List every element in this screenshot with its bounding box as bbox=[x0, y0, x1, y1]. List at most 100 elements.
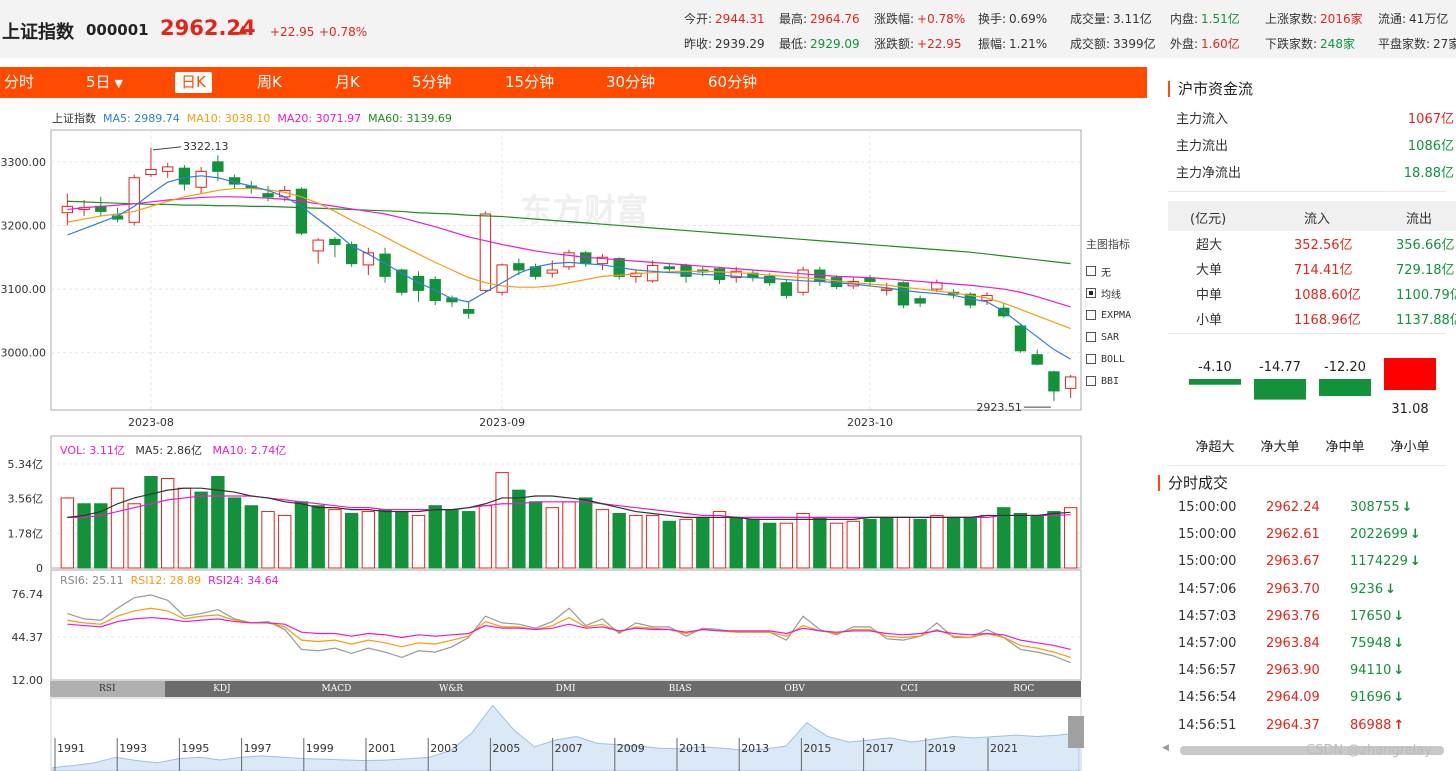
checkbox[interactable] bbox=[1086, 310, 1096, 320]
candle[interactable] bbox=[496, 263, 508, 296]
indicator-option[interactable]: 无 bbox=[1086, 260, 1146, 282]
volume-bar[interactable] bbox=[495, 472, 509, 569]
volume-bar[interactable] bbox=[411, 514, 426, 569]
volume-bar[interactable] bbox=[863, 518, 877, 569]
scroll-left-icon[interactable]: ◀ bbox=[1162, 743, 1169, 753]
candle[interactable] bbox=[312, 238, 324, 264]
volume-bar[interactable] bbox=[361, 511, 376, 569]
candle[interactable] bbox=[162, 163, 174, 178]
volume-bar[interactable] bbox=[177, 487, 192, 569]
volume-bar[interactable] bbox=[813, 516, 827, 569]
checkbox[interactable] bbox=[1086, 332, 1096, 342]
volume-bar[interactable] bbox=[378, 509, 392, 569]
period-tab[interactable]: 日K bbox=[175, 72, 212, 93]
volume-bar[interactable] bbox=[261, 511, 275, 569]
indicator-option[interactable]: 均线 bbox=[1086, 282, 1146, 304]
candle[interactable] bbox=[563, 249, 575, 270]
indicator-option[interactable]: SAR bbox=[1086, 326, 1146, 348]
candle[interactable] bbox=[1064, 375, 1077, 398]
candle[interactable] bbox=[780, 279, 793, 299]
volume-bar[interactable] bbox=[880, 516, 894, 569]
candle[interactable] bbox=[596, 254, 609, 270]
candle[interactable] bbox=[897, 281, 910, 309]
volume-bar[interactable] bbox=[712, 511, 727, 569]
indicator-tab[interactable]: MACD bbox=[321, 684, 352, 694]
candle[interactable] bbox=[295, 187, 308, 235]
volume-bar[interactable] bbox=[127, 503, 141, 569]
horizontal-scrollbar[interactable] bbox=[1180, 746, 1444, 755]
volume-bar[interactable] bbox=[846, 520, 860, 569]
volume-bar[interactable] bbox=[211, 476, 225, 569]
candle[interactable] bbox=[479, 211, 492, 293]
volume-bar[interactable] bbox=[344, 513, 359, 569]
volume-bar[interactable] bbox=[612, 513, 626, 569]
period-tab[interactable]: 月K bbox=[335, 73, 360, 91]
candle[interactable] bbox=[362, 247, 375, 276]
volume-bar[interactable] bbox=[746, 518, 760, 569]
indicator-tab[interactable]: BIAS bbox=[668, 684, 692, 694]
candle[interactable] bbox=[195, 166, 207, 194]
volume-bar[interactable] bbox=[629, 514, 643, 569]
volume-bar[interactable] bbox=[144, 476, 158, 569]
navigator-handle[interactable] bbox=[1068, 716, 1084, 748]
volume-bar[interactable] bbox=[461, 511, 476, 569]
period-tab[interactable]: 15分钟 bbox=[505, 73, 555, 91]
volume-bar[interactable] bbox=[110, 487, 125, 569]
candle[interactable] bbox=[1048, 370, 1060, 402]
volume-bar[interactable] bbox=[896, 516, 911, 569]
volume-bar[interactable] bbox=[1030, 514, 1044, 569]
indicator-option[interactable]: BOLL bbox=[1086, 348, 1146, 370]
period-tab[interactable]: 5分钟 bbox=[412, 73, 452, 91]
checkbox[interactable] bbox=[1086, 288, 1096, 298]
indicator-tab[interactable]: DMI bbox=[555, 684, 576, 694]
volume-bar[interactable] bbox=[796, 513, 810, 569]
candle[interactable] bbox=[128, 174, 140, 226]
volume-bar[interactable] bbox=[227, 497, 242, 569]
volume-bar[interactable] bbox=[562, 501, 576, 569]
candle[interactable] bbox=[145, 147, 157, 178]
period-tab[interactable]: 分时 bbox=[4, 73, 35, 91]
volume-bar[interactable] bbox=[946, 516, 961, 569]
volume-bar[interactable] bbox=[428, 505, 442, 569]
volume-bar[interactable] bbox=[94, 503, 108, 569]
indicator-tab[interactable]: ROC bbox=[1013, 684, 1035, 694]
checkbox[interactable] bbox=[1086, 266, 1096, 276]
period-tab[interactable]: 周K bbox=[257, 73, 282, 91]
indicator-option[interactable]: BBI bbox=[1086, 370, 1146, 392]
volume-bar[interactable] bbox=[528, 501, 543, 569]
volume-bar[interactable] bbox=[60, 497, 75, 569]
volume-bar[interactable] bbox=[696, 516, 710, 569]
indicator-tab[interactable]: OBV bbox=[784, 684, 805, 694]
candle[interactable] bbox=[262, 186, 274, 202]
volume-bar[interactable] bbox=[645, 514, 660, 569]
volume-bar[interactable] bbox=[311, 505, 325, 569]
volume-bar[interactable] bbox=[729, 516, 743, 569]
volume-bar[interactable] bbox=[194, 491, 208, 569]
volume-bar[interactable] bbox=[930, 514, 944, 569]
volume-bar[interactable] bbox=[478, 505, 493, 569]
period-tab[interactable]: 5日 ▼ bbox=[86, 73, 124, 91]
volume-bar[interactable] bbox=[579, 497, 593, 569]
triangle-down-icon[interactable]: ▼ bbox=[114, 77, 124, 90]
volume-bar[interactable] bbox=[294, 501, 309, 569]
volume-bar[interactable] bbox=[829, 522, 844, 569]
indicator-tab[interactable]: KDJ bbox=[213, 684, 231, 694]
volume-bar[interactable] bbox=[997, 507, 1011, 569]
volume-bar[interactable] bbox=[779, 522, 794, 569]
candle[interactable] bbox=[329, 236, 341, 258]
indicator-tab[interactable]: RSI bbox=[50, 681, 165, 697]
checkbox[interactable] bbox=[1086, 376, 1096, 386]
volume-bar[interactable] bbox=[77, 503, 91, 569]
volume-bar[interactable] bbox=[679, 518, 693, 569]
volume-bar[interactable] bbox=[1013, 513, 1028, 569]
period-tab[interactable]: 30分钟 bbox=[606, 73, 656, 91]
volume-bar[interactable] bbox=[662, 520, 677, 569]
volume-bar[interactable] bbox=[244, 505, 258, 569]
volume-bar[interactable] bbox=[161, 477, 175, 569]
volume-bar[interactable] bbox=[545, 507, 559, 569]
indicator-tab[interactable]: CCI bbox=[900, 684, 918, 694]
candle[interactable] bbox=[379, 247, 391, 283]
volume-bar[interactable] bbox=[395, 511, 409, 569]
volume-bar[interactable] bbox=[328, 509, 342, 569]
